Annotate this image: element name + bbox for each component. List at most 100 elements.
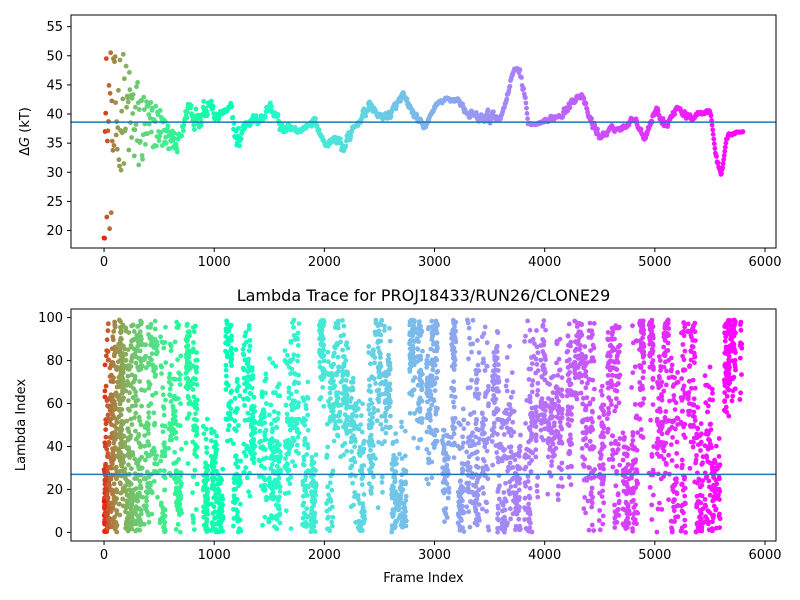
lambda-point — [249, 404, 255, 410]
lambda-point — [168, 434, 174, 439]
lambda-point — [529, 355, 534, 360]
lambda-point — [598, 388, 604, 394]
lambda-point — [465, 485, 471, 491]
lambda-point — [387, 424, 392, 430]
lambda-point — [565, 404, 571, 410]
lambda-point — [629, 466, 635, 472]
lambda-point — [340, 364, 345, 370]
lambda-point — [341, 332, 347, 338]
lambda-point — [417, 416, 423, 422]
lambda-point — [617, 372, 623, 378]
delta-g-point — [314, 123, 320, 129]
lambda-point — [432, 322, 438, 328]
lambda-point — [185, 348, 191, 353]
lambda-point — [620, 521, 626, 527]
lambda-point — [407, 341, 412, 347]
delta-g-point — [660, 116, 666, 121]
lambda-point — [566, 451, 572, 457]
lambda-point — [379, 480, 385, 485]
delta-g-point — [191, 122, 197, 128]
lambda-point — [257, 458, 263, 464]
delta-g-point — [474, 110, 479, 115]
lambda-point — [243, 453, 249, 459]
lambda-point — [457, 479, 463, 484]
lambda-point — [371, 376, 377, 382]
lambda-point — [452, 324, 457, 330]
lambda-point — [167, 371, 173, 377]
delta-g-point — [139, 153, 145, 158]
lambda-point — [450, 344, 455, 349]
lambda-point — [300, 493, 306, 499]
lambda-point — [175, 522, 181, 527]
lambda-point — [224, 417, 230, 422]
lambda-point — [178, 353, 184, 359]
delta-g-point — [567, 105, 573, 111]
lambda-point — [504, 420, 509, 425]
delta-g-point — [721, 153, 727, 158]
lambda-point — [529, 382, 535, 388]
delta-g-point — [109, 98, 115, 104]
delta-g-point — [141, 94, 147, 100]
lambda-point — [295, 358, 300, 364]
lambda-point — [607, 343, 613, 349]
lambda-point — [446, 489, 452, 495]
lambda-point — [213, 439, 218, 445]
lambda-point — [526, 528, 532, 534]
lambda-point — [296, 380, 301, 386]
lambda-point — [507, 506, 513, 512]
lambda-point — [434, 357, 440, 363]
lambda-point — [211, 483, 217, 488]
y-tick-label: 55 — [46, 20, 63, 35]
lambda-point — [209, 426, 214, 432]
lambda-point — [533, 432, 539, 438]
lambda-point — [370, 351, 376, 357]
lambda-point — [566, 439, 572, 444]
lambda-point — [484, 340, 490, 346]
lambda-point — [607, 353, 613, 359]
lambda-point — [359, 429, 365, 435]
delta-g-point — [201, 99, 207, 104]
lambda-point — [285, 417, 291, 422]
lambda-point — [470, 341, 476, 347]
lambda-point — [371, 474, 376, 480]
lambda-point — [418, 368, 423, 374]
lambda-point — [540, 337, 546, 342]
lambda-point — [276, 506, 281, 511]
lambda-point — [175, 506, 181, 512]
lambda-point — [481, 416, 486, 421]
lambda-point — [526, 516, 532, 522]
lambda-point — [549, 430, 554, 436]
lambda-point — [263, 427, 269, 433]
lambda-point — [504, 425, 510, 431]
lambda-point — [613, 404, 619, 410]
lambda-point — [183, 376, 189, 381]
lambda-point — [429, 402, 435, 408]
lambda-point — [600, 513, 606, 519]
lambda-point — [549, 463, 554, 468]
lambda-point — [461, 426, 467, 432]
lambda-point — [511, 408, 517, 414]
lambda-point — [432, 362, 438, 368]
delta-g-point — [121, 161, 127, 166]
lambda-point — [444, 481, 450, 487]
lambda-point — [373, 381, 378, 386]
lambda-point — [187, 332, 192, 338]
lambda-point — [309, 521, 315, 527]
lambda-point — [589, 504, 595, 510]
lambda-point — [149, 351, 155, 357]
lambda-point — [204, 463, 210, 469]
lambda-point — [572, 360, 578, 366]
lambda-point — [482, 368, 488, 373]
lambda-point — [146, 410, 152, 416]
delta-g-point — [715, 160, 721, 166]
lambda-point — [495, 379, 501, 385]
lambda-point — [125, 373, 131, 379]
lambda-point — [349, 463, 355, 469]
lambda-point — [382, 391, 387, 397]
delta-g-point — [720, 161, 726, 166]
lambda-point — [287, 422, 293, 428]
lambda-point — [609, 372, 615, 378]
lambda-point — [424, 429, 430, 435]
lambda-point — [241, 396, 247, 402]
lambda-point — [262, 447, 268, 452]
